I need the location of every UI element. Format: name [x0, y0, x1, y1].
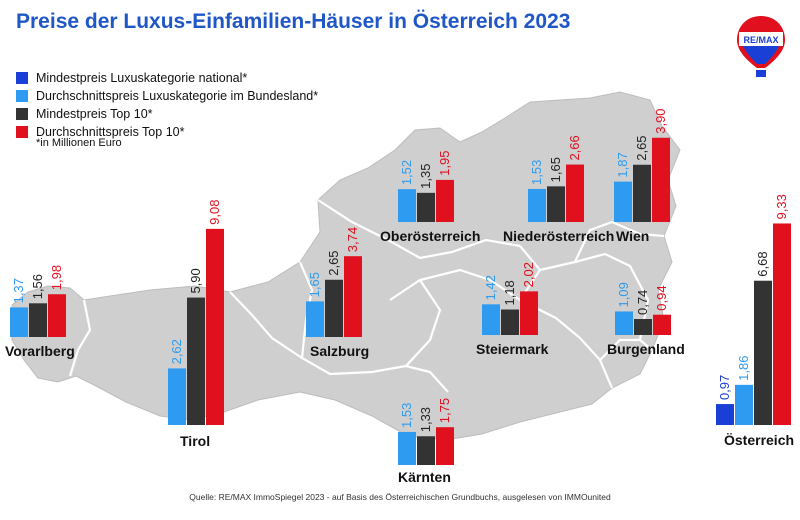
bar-österreich-1 [735, 384, 753, 425]
bar-steiermark-1 [501, 309, 519, 335]
legend-swatch [16, 108, 28, 120]
bar-steiermark-2 [520, 291, 538, 335]
legend-item-top10-avg: Durchschnittspreis Top 10* [16, 124, 318, 140]
remax-logo: RE/MAX [735, 14, 787, 80]
bar-vorarlberg-1 [29, 303, 47, 337]
unit-note: *in Millionen Euro [36, 137, 122, 149]
bar-wien-2 [652, 137, 670, 222]
legend-item-bundesland: Durchschnittspreis Luxuskategorie im Bun… [16, 88, 318, 104]
value-label: 1,65 [307, 272, 322, 297]
value-label: 9,08 [207, 200, 222, 225]
bar-salzburg-2 [344, 256, 362, 337]
bar-niederösterreich-0 [528, 188, 546, 222]
bar-kärnten-0 [398, 431, 416, 465]
legend-label: Mindestpreis Top 10* [36, 107, 153, 121]
legend-item-national: Mindestpreis Luxuskategorie national* [16, 70, 318, 86]
bar-kärnten-1 [417, 436, 435, 465]
bar-tirol-2 [206, 228, 224, 425]
hot-air-balloon-icon: RE/MAX [737, 16, 785, 77]
value-label: 1,53 [399, 403, 414, 428]
value-labels-layer: 1,37 1,56 1,98 2,62 5,90 9,08 1,65 2,65 3,74 1,52… [11, 108, 789, 432]
value-label: 1,75 [437, 398, 452, 423]
region-label-tirol: Tirol [180, 433, 210, 449]
value-label: 1,98 [49, 265, 64, 290]
bar-oberösterreich-1 [417, 192, 435, 222]
value-label: 1,42 [483, 275, 498, 300]
legend-label: Durchschnittspreis Luxuskategorie im Bun… [36, 89, 319, 103]
value-label: 1,95 [437, 151, 452, 176]
source-note: Quelle: RE/MAX ImmoSpiegel 2023 - auf Ba… [189, 492, 611, 502]
bar-wien-1 [633, 164, 651, 222]
logo-text: RE/MAX [743, 35, 778, 45]
bar-niederösterreich-2 [566, 164, 584, 222]
bar-burgenland-0 [615, 311, 633, 335]
legend-item-top10-min: Mindestpreis Top 10* [16, 106, 318, 122]
bar-niederösterreich-1 [547, 186, 565, 222]
value-label: 2,02 [521, 262, 536, 287]
bar-salzburg-0 [306, 301, 324, 337]
region-labels-layer: Vorarlberg Tirol Salzburg Oberösterreich Nie… [5, 228, 794, 485]
value-label: 1,37 [11, 278, 26, 303]
value-label: 1,56 [30, 274, 45, 299]
value-label: 2,65 [634, 135, 649, 160]
bar-österreich-2 [754, 280, 772, 425]
value-label: 0,97 [717, 375, 732, 400]
legend: Mindestpreis Luxuskategorie national* Du… [16, 70, 318, 142]
legend-label: Durchschnittspreis Top 10* [36, 125, 185, 139]
value-label: 0,94 [654, 285, 669, 310]
value-label: 1,52 [399, 160, 414, 185]
region-label-wien: Wien [616, 228, 649, 244]
region-label-burgenland: Burgenland [607, 341, 685, 357]
bar-tirol-1 [187, 297, 205, 425]
value-label: 0,74 [635, 290, 650, 315]
bar-vorarlberg-2 [48, 294, 66, 337]
legend-label: Mindestpreis Luxuskategorie national* [36, 71, 248, 85]
value-label: 1,53 [529, 160, 544, 185]
bar-steiermark-0 [482, 304, 500, 335]
region-label-salzburg: Salzburg [310, 343, 369, 359]
region-label-niederösterreich: Niederösterreich [503, 228, 614, 244]
value-label: 3,74 [345, 227, 360, 252]
value-label: 1,18 [502, 280, 517, 305]
region-label-österreich: Österreich [724, 432, 794, 448]
chart-title: Preise der Luxus-Einfamilien-Häuser in Ö… [16, 10, 571, 33]
value-label: 2,66 [567, 135, 582, 160]
value-label: 1,86 [736, 356, 751, 381]
region-label-oberösterreich: Oberösterreich [380, 228, 480, 244]
region-label-kärnten: Kärnten [398, 469, 451, 485]
bar-oberösterreich-2 [436, 179, 454, 222]
bars-layer [10, 137, 791, 465]
bar-vorarlberg-0 [10, 307, 28, 337]
value-label: 9,33 [774, 194, 789, 219]
bar-oberösterreich-0 [398, 189, 416, 222]
value-label: 2,62 [169, 339, 184, 364]
bar-burgenland-2 [653, 314, 671, 335]
region-label-steiermark: Steiermark [476, 341, 549, 357]
value-label: 1,87 [615, 152, 630, 177]
legend-swatch [16, 90, 28, 102]
bar-tirol-0 [168, 368, 186, 425]
value-label: 3,90 [653, 108, 668, 133]
bar-österreich-0 [716, 404, 734, 425]
bar-österreich-3 [773, 223, 791, 425]
bar-wien-0 [614, 181, 632, 222]
value-label: 6,68 [755, 251, 770, 276]
bar-burgenland-1 [634, 319, 652, 335]
value-label: 1,33 [418, 407, 433, 432]
value-label: 1,35 [418, 164, 433, 189]
value-label: 2,65 [326, 250, 341, 275]
value-label: 1,65 [548, 157, 563, 182]
legend-swatch [16, 72, 28, 84]
bar-kärnten-2 [436, 427, 454, 465]
value-label: 5,90 [188, 268, 203, 293]
legend-swatch [16, 126, 28, 138]
bar-salzburg-1 [325, 279, 343, 337]
value-label: 1,09 [616, 282, 631, 307]
region-label-vorarlberg: Vorarlberg [5, 343, 75, 359]
